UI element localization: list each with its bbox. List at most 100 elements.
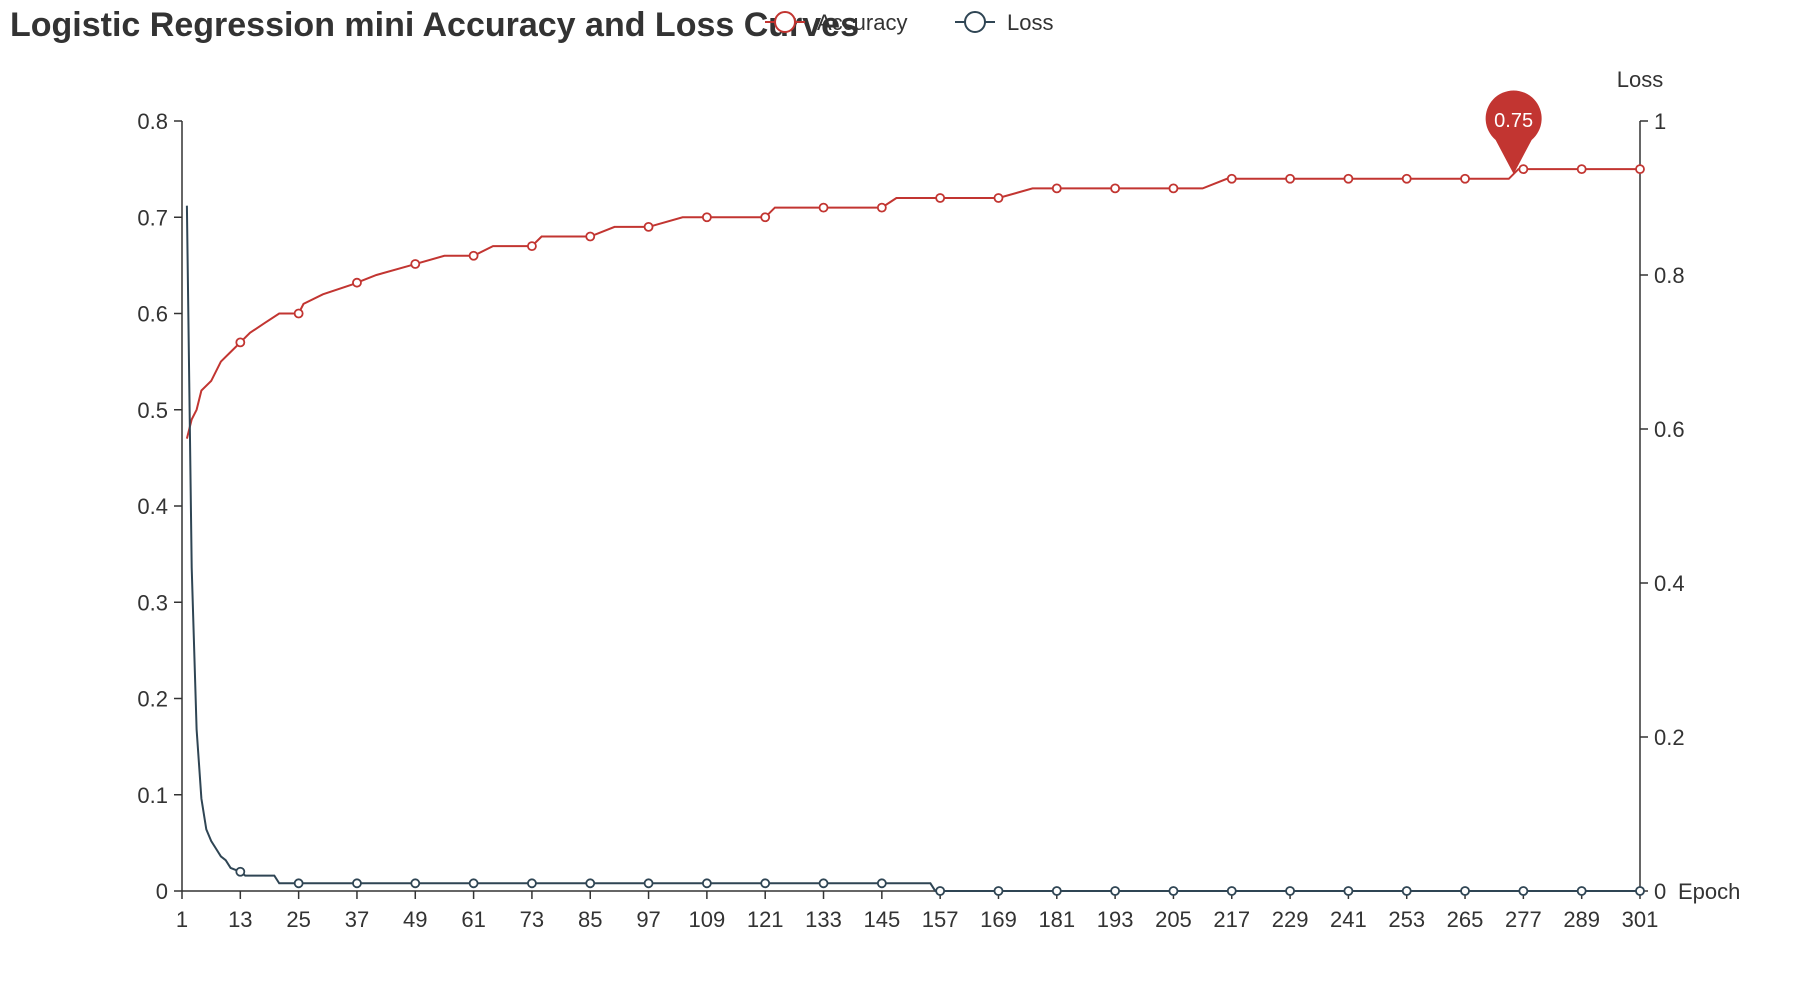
- data-point: [1518, 164, 1529, 175]
- x-tick-label: 193: [1097, 907, 1134, 932]
- legend[interactable]: Accuracy Loss: [765, 10, 1053, 35]
- y-left-tick-label: 0.3: [137, 590, 168, 615]
- data-point: [1343, 173, 1354, 184]
- data-point: [1635, 886, 1645, 896]
- y-right-tick-label: 0.4: [1654, 571, 1685, 596]
- data-point: [1401, 173, 1412, 184]
- y-left-tick-label: 0.7: [137, 205, 168, 230]
- data-point: [410, 259, 421, 269]
- data-point: [1110, 183, 1121, 194]
- x-tick-label: 49: [403, 907, 427, 932]
- data-point: [1168, 183, 1179, 194]
- x-tick-label: 229: [1272, 907, 1309, 932]
- x-tick-label: 109: [689, 907, 726, 932]
- max-value-label: 0.75: [1494, 110, 1533, 132]
- x-tick-label: 73: [520, 907, 544, 932]
- data-point: [1168, 886, 1179, 896]
- x-tick-label: 97: [636, 907, 660, 932]
- data-point: [468, 250, 479, 261]
- legend-label-loss: Loss: [1007, 10, 1053, 35]
- x-tick-label: 217: [1213, 907, 1250, 932]
- data-point: [293, 308, 304, 319]
- x-tick-label: 1: [176, 907, 188, 932]
- data-point: [352, 878, 362, 889]
- data-point: [818, 878, 829, 889]
- x-tick-label: 121: [747, 907, 784, 932]
- data-point: [527, 241, 537, 252]
- y-left-tick-label: 0.5: [137, 398, 168, 423]
- data-point: [1226, 886, 1237, 896]
- data-point: [1110, 886, 1121, 896]
- legend-label-accuracy: Accuracy: [817, 10, 907, 35]
- data-point: [585, 878, 596, 889]
- data-point: [293, 878, 304, 889]
- y-right-tick-label: 0.8: [1654, 263, 1685, 288]
- y-left-tick-label: 0.8: [137, 109, 168, 134]
- data-point: [410, 878, 421, 889]
- chart-title: Logistic Regression mini Accuracy and Lo…: [10, 6, 860, 44]
- x-axis-title: Epoch: [1678, 879, 1740, 904]
- data-point: [1518, 886, 1529, 896]
- data-point: [1226, 173, 1237, 184]
- x-tick-label: 265: [1447, 907, 1484, 932]
- data-point: [1051, 886, 1062, 896]
- x-tick-label: 157: [922, 907, 959, 932]
- data-point: [1343, 886, 1354, 896]
- series-line-loss: [185, 205, 1640, 892]
- x-tick-label: 13: [228, 907, 252, 932]
- y-right-tick-label: 0.6: [1654, 417, 1685, 442]
- y-right-axis-title: Loss: [1617, 67, 1663, 92]
- x-tick-label: 25: [286, 907, 310, 932]
- x-tick-label: 205: [1155, 907, 1192, 932]
- data-point: [1285, 886, 1295, 896]
- data-point: [760, 878, 771, 889]
- x-tick-label: 181: [1038, 907, 1075, 932]
- data-point: [643, 878, 654, 889]
- x-tick-label: 253: [1388, 907, 1425, 932]
- y-right-tick-label: 1: [1654, 109, 1666, 134]
- x-tick-label: 169: [980, 907, 1017, 932]
- data-point: [585, 231, 596, 242]
- data-point: [993, 193, 1004, 203]
- data-point: [527, 878, 537, 889]
- data-point: [701, 212, 712, 223]
- data-point: [1401, 886, 1412, 896]
- data-point: [1635, 164, 1645, 175]
- data-point: [1051, 183, 1062, 194]
- data-point: [352, 277, 362, 288]
- y-left-tick-label: 0.1: [137, 783, 168, 808]
- data-point: [1460, 173, 1470, 184]
- max-value-pin: [1485, 90, 1542, 174]
- data-point: [760, 212, 771, 223]
- data-point: [935, 886, 946, 896]
- y-left-tick-label: 0.2: [137, 687, 168, 712]
- data-point: [935, 193, 946, 203]
- legend-marker-accuracy: [774, 11, 796, 33]
- axes-layer: 1 13 25 37 49 61 73 85 97 109 121 133 145 157 169 181 19…: [137, 67, 1740, 932]
- data-point: [1576, 886, 1587, 896]
- series-layer: [185, 164, 1645, 896]
- y-right-tick-label: 0: [1654, 879, 1666, 904]
- data-point: [818, 202, 829, 213]
- y-left-tick-label: 0.6: [137, 302, 168, 327]
- y-right-tick-label: 0.2: [1654, 725, 1685, 750]
- x-tick-label: 289: [1563, 907, 1600, 932]
- x-tick-label: 85: [578, 907, 602, 932]
- data-point: [1285, 173, 1295, 184]
- data-point: [876, 878, 887, 889]
- x-tick-label: 61: [461, 907, 485, 932]
- legend-marker-loss: [964, 11, 986, 33]
- x-tick-label: 145: [863, 907, 900, 932]
- series-line-accuracy: [185, 168, 1640, 439]
- x-tick-label: 37: [345, 907, 369, 932]
- data-point: [701, 878, 712, 889]
- label-layer: 0.75: [1485, 90, 1542, 174]
- data-point: [468, 878, 479, 889]
- data-point: [876, 202, 887, 213]
- data-point: [1576, 164, 1587, 175]
- y-left-tick-label: 0: [156, 879, 168, 904]
- y-left-tick-label: 0.4: [137, 494, 168, 519]
- x-tick-label: 277: [1505, 907, 1542, 932]
- data-point: [643, 221, 654, 232]
